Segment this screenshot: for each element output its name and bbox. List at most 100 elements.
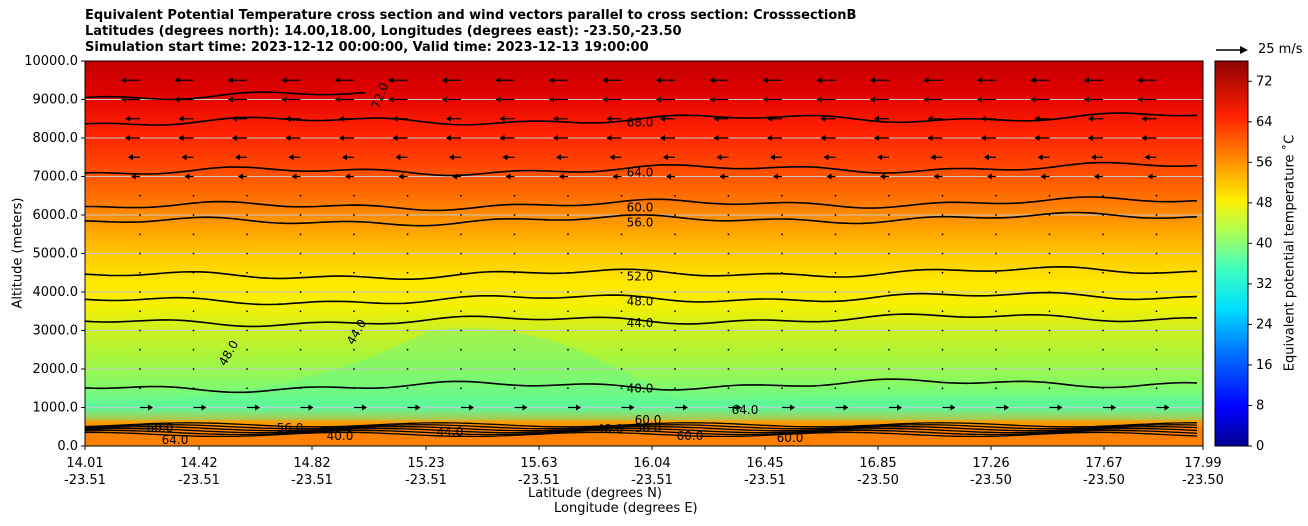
- wind-vector: [1084, 96, 1103, 103]
- wind-vector: [941, 310, 944, 313]
- surface-contour-label: 56.0: [635, 421, 662, 435]
- wind-vector: [834, 368, 837, 370]
- wind-vector: [713, 135, 729, 141]
- wind-vector: [139, 252, 141, 255]
- wind-vector: [461, 404, 474, 411]
- wind-vector: [1049, 404, 1063, 411]
- wind-vector: [1048, 214, 1051, 216]
- wind-vector: [1048, 194, 1051, 197]
- wind-vector: [460, 348, 462, 351]
- surface-contour-label: 56.0: [277, 421, 304, 435]
- wind-vector: [1102, 252, 1104, 255]
- wind-vector: [125, 135, 140, 141]
- colorbar-tick-label: 48: [1256, 196, 1273, 211]
- contour-line: [85, 313, 1197, 328]
- surface-contour-label: 60.0: [635, 413, 662, 427]
- wind-vector: [460, 233, 462, 236]
- wind-vector: [1102, 387, 1104, 390]
- wind-vector: [995, 233, 997, 236]
- wind-vector: [727, 348, 730, 351]
- wind-vector: [513, 310, 516, 313]
- wind-vector: [406, 233, 409, 236]
- wind-vector: [674, 329, 676, 332]
- wind-vector: [388, 96, 408, 103]
- wind-vector: [125, 115, 140, 122]
- wind-vector: [460, 291, 462, 293]
- wind-vector: [834, 387, 837, 390]
- wind-vector: [406, 214, 409, 216]
- wind-vector: [139, 329, 141, 332]
- wind-vector: [139, 387, 141, 390]
- wind-vector: [291, 173, 301, 180]
- wind-vector: [995, 214, 997, 216]
- wind-vector: [1102, 329, 1104, 332]
- wind-vector: [192, 329, 195, 332]
- surface-contour-line: [85, 422, 1197, 428]
- x-tick-label-lon: -23.50: [857, 473, 899, 488]
- wind-vector: [567, 271, 569, 274]
- contour-line: [85, 378, 1198, 394]
- wind-vector: [1155, 387, 1158, 390]
- wind-vector: [709, 96, 729, 103]
- wind-vector: [395, 154, 408, 161]
- wind-vector: [1048, 252, 1051, 255]
- wind-vector: [834, 348, 837, 351]
- wind-vector: [178, 115, 194, 122]
- wind-vector: [763, 96, 782, 103]
- wind-vector: [727, 291, 730, 293]
- wind-vector: [121, 96, 140, 103]
- wind-vector: [660, 115, 675, 122]
- wind-vector: [299, 310, 302, 313]
- wind-vector: [460, 271, 462, 274]
- wind-vector: [1037, 154, 1050, 161]
- colorbar-label: Equivalent potential temperature ˚C: [1282, 134, 1298, 372]
- wind-vector: [621, 404, 635, 411]
- wind-vector: [984, 154, 996, 161]
- wind-vector: [923, 96, 943, 103]
- wind-vector: [513, 329, 516, 332]
- wind-vector: [246, 387, 248, 390]
- wind-vector: [131, 173, 140, 180]
- wind-vector: [1156, 404, 1170, 411]
- cool-pool: [85, 328, 1203, 420]
- wind-vector: [1155, 348, 1158, 351]
- wind-vector: [834, 233, 837, 236]
- x-tick-label-lat: 14.82: [293, 456, 330, 471]
- colorbar-tick-label: 16: [1256, 358, 1273, 373]
- wind-vector: [620, 310, 623, 313]
- wind-vector: [339, 135, 354, 141]
- wind-vector: [930, 154, 943, 161]
- wind-vector: [675, 404, 688, 411]
- wind-vector: [995, 329, 997, 332]
- wind-vector: [727, 194, 730, 197]
- wind-vector: [192, 387, 195, 390]
- wind-vector: [816, 96, 836, 103]
- y-tick-label: 8000.0: [33, 131, 79, 146]
- wind-vector: [933, 173, 943, 180]
- wind-vector: [602, 77, 622, 84]
- surface-contour-line: [85, 426, 1198, 432]
- wind-vector: [870, 96, 889, 103]
- wind-vector: [139, 310, 141, 313]
- wind-vector: [656, 96, 675, 103]
- wind-vector: [460, 194, 462, 197]
- wind-vector: [246, 310, 248, 313]
- wind-vector: [620, 387, 623, 390]
- wind-vector: [606, 115, 622, 122]
- wind-vector: [719, 173, 729, 180]
- wind-vector: [728, 404, 742, 411]
- wind-vector: [1030, 77, 1050, 84]
- wind-vector: [246, 233, 248, 236]
- wind-vector: [674, 387, 676, 390]
- wind-vector: [513, 348, 516, 351]
- wind-vector: [1048, 291, 1051, 293]
- wind-vector: [1155, 329, 1158, 332]
- wind-vector: [345, 173, 354, 180]
- surface-contour-label: 64.0: [162, 433, 189, 447]
- surface-contour-line: [85, 427, 1198, 434]
- wind-vector: [1137, 77, 1157, 84]
- wind-vector: [1048, 387, 1051, 390]
- wind-vector: [877, 154, 889, 161]
- wind-vector: [174, 77, 194, 84]
- surface-contour-line: [85, 424, 1198, 430]
